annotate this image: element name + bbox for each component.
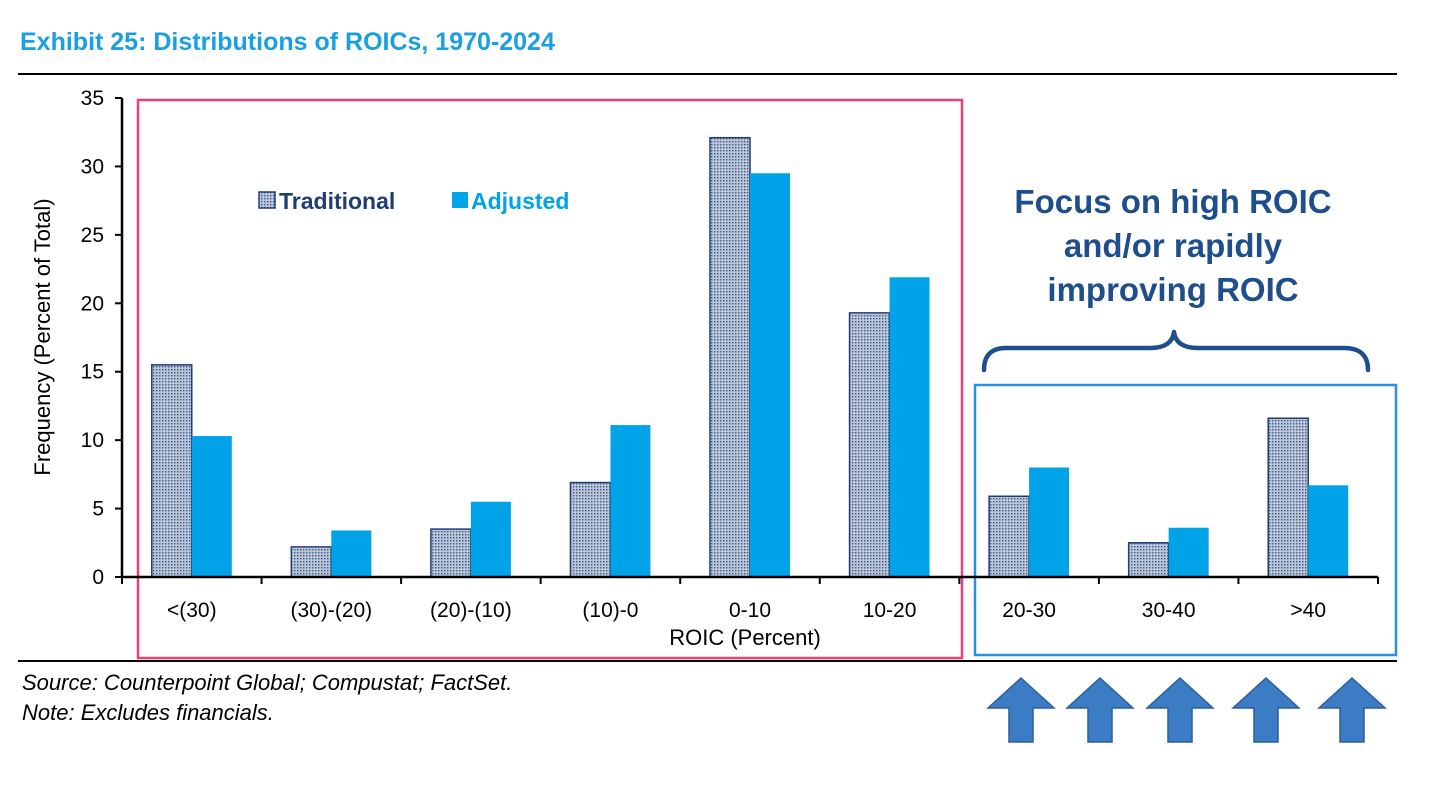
x-tick-label: >40: [1290, 599, 1326, 622]
x-axis-title: ROIC (Percent): [669, 625, 821, 650]
curly-brace: [981, 329, 1371, 373]
y-tick-label: 35: [81, 87, 104, 110]
bar-adjusted-3: [610, 425, 651, 577]
bar-adjusted-8: [1308, 485, 1349, 577]
bar-adjusted-5: [889, 277, 930, 577]
bar-adjusted-0: [191, 436, 232, 577]
bar-traditional-2: [430, 528, 472, 578]
x-tick-label: 10-20: [863, 599, 917, 622]
x-tick-label: 0-10: [729, 599, 771, 622]
up-arrow-icon: [986, 676, 1056, 743]
x-tick-label: 30-40: [1142, 599, 1196, 622]
annotation-line: and/or rapidly: [1064, 227, 1283, 264]
x-tick-label: 20-30: [1002, 599, 1056, 622]
up-arrow-icon: [1231, 676, 1301, 743]
y-tick-label: 30: [81, 155, 104, 178]
x-tick-label: (10)-0: [582, 599, 638, 622]
bar-adjusted-1: [331, 530, 372, 577]
source-note: Source: Counterpoint Global; Compustat; …: [22, 670, 513, 695]
bar-traditional-7: [1127, 542, 1170, 578]
exhibit-title: Exhibit 25: Distributions of ROICs, 1970…: [20, 28, 555, 56]
bottom-rule: [18, 660, 1397, 662]
bar-traditional-1: [290, 546, 333, 578]
bar-adjusted-2: [470, 501, 511, 577]
y-tick-label: 0: [92, 566, 104, 589]
x-tick-label: (20)-(10): [430, 599, 512, 622]
x-tick-label: <(30): [167, 599, 217, 622]
top-rule: [18, 73, 1397, 75]
bar-traditional-5: [848, 312, 891, 578]
bar-adjusted-7: [1168, 527, 1209, 577]
y-tick-label: 10: [81, 429, 104, 452]
y-tick-label: 25: [81, 224, 104, 247]
annotation-line: Focus on high ROIC: [1014, 183, 1331, 220]
legend-swatch-traditional: [258, 191, 276, 209]
bar-traditional-0: [151, 364, 193, 578]
y-axis-title: Frequency (Percent of Total): [30, 198, 55, 475]
y-tick-label: 20: [81, 292, 104, 315]
up-arrow-icon: [1065, 676, 1135, 743]
legend-label-traditional: Traditional: [279, 188, 395, 214]
legend-label-adjusted: Adjusted: [471, 188, 569, 214]
excludes-note: Note: Excludes financials.: [22, 700, 274, 725]
x-tick-label: (30)-(20): [290, 599, 372, 622]
legend-swatch-adjusted: [452, 192, 468, 208]
bar-traditional-4: [709, 136, 751, 578]
bar-adjusted-6: [1029, 467, 1070, 577]
high-roic-box: [973, 383, 1398, 657]
bar-adjusted-4: [750, 173, 790, 577]
up-arrow-icon: [1317, 676, 1387, 743]
up-arrow-icon: [1145, 676, 1215, 743]
bar-traditional-3: [569, 481, 612, 578]
annotation-line: improving ROIC: [1047, 271, 1298, 308]
bar-traditional-8: [1267, 417, 1309, 578]
historical-range-box: [136, 98, 964, 660]
y-tick-label: 15: [81, 361, 104, 384]
y-tick-label: 5: [92, 498, 104, 521]
bar-traditional-6: [988, 495, 1030, 578]
